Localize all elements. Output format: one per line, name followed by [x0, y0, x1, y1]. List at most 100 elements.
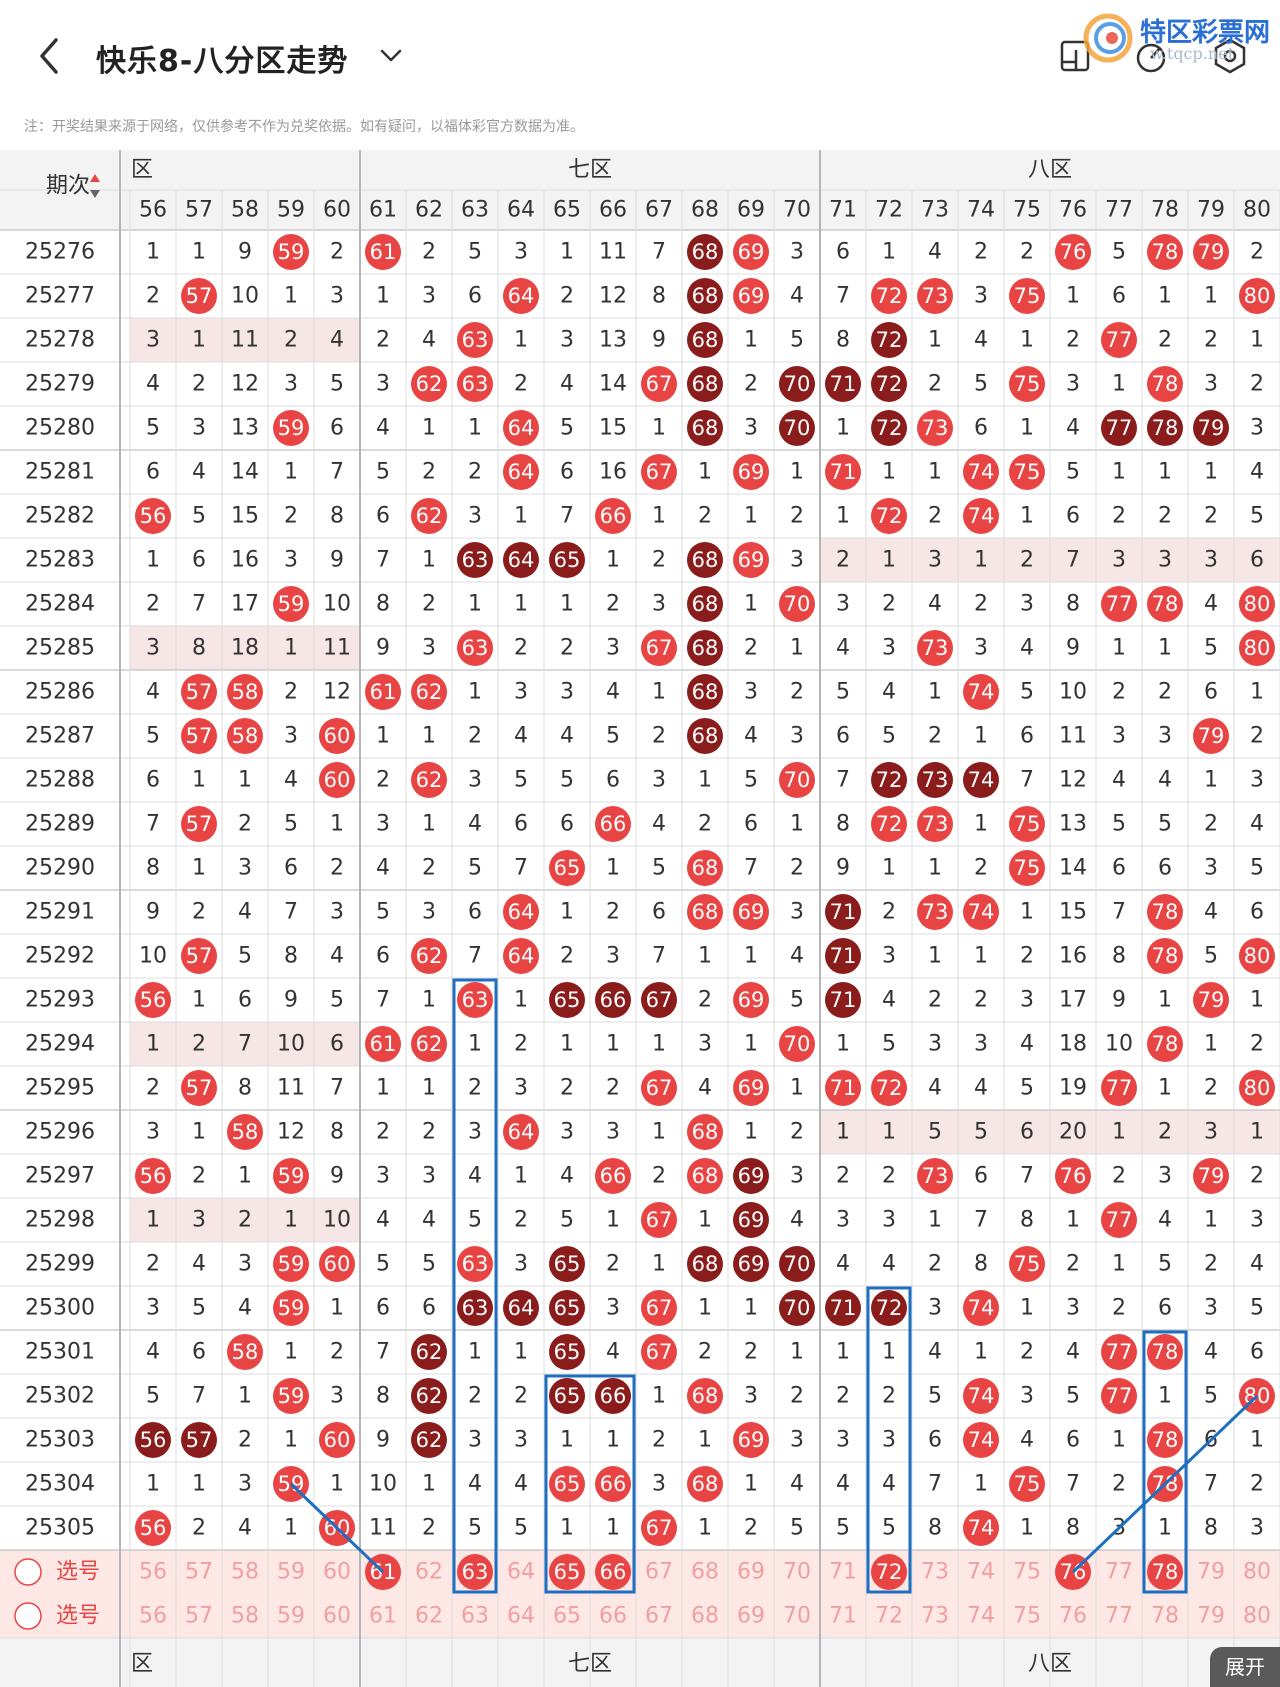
miss-count: 3	[606, 1296, 620, 1321]
miss-count: 2	[790, 680, 804, 705]
miss-count: 1	[698, 1428, 712, 1453]
number-ball	[1147, 1026, 1183, 1062]
number-ball	[1009, 454, 1045, 490]
select-radio[interactable]	[14, 1558, 42, 1586]
miss-count: 3	[974, 1032, 988, 1057]
number-ball	[273, 586, 309, 622]
miss-count: 3	[146, 1120, 160, 1145]
ball-number: 80	[1244, 284, 1271, 308]
miss-count: 6	[330, 416, 344, 441]
number-ball	[687, 366, 723, 402]
select-radio[interactable]	[14, 1602, 42, 1630]
number-ball	[779, 1290, 815, 1326]
period-cell: 25281	[25, 460, 95, 485]
number-ball	[1239, 1070, 1275, 1106]
select-number: 67	[645, 1560, 673, 1585]
settings-icon[interactable]	[1210, 36, 1250, 76]
shaded-cell	[1234, 1110, 1280, 1154]
miss-count: 1	[192, 1120, 206, 1145]
miss-count: 4	[1250, 460, 1264, 485]
shaded-cell	[222, 1198, 268, 1242]
miss-count: 2	[698, 812, 712, 837]
filter-icon[interactable]	[1131, 36, 1171, 76]
miss-count: 1	[1066, 1208, 1080, 1233]
miss-count: 3	[422, 284, 436, 309]
selected-ball[interactable]	[595, 1554, 631, 1590]
number-ball	[1101, 322, 1137, 358]
number-ball	[963, 894, 999, 930]
shaded-cell	[314, 1022, 360, 1066]
ball-number: 75	[1014, 372, 1041, 396]
miss-count: 4	[1204, 900, 1218, 925]
layout-icon[interactable]	[1056, 36, 1096, 76]
select-number: 66	[599, 1604, 627, 1629]
miss-count: 1	[560, 900, 574, 925]
selected-ball[interactable]	[871, 1554, 907, 1590]
number-ball	[825, 982, 861, 1018]
sort-icon[interactable]	[90, 174, 100, 182]
miss-count: 5	[836, 680, 850, 705]
select-number: 60	[323, 1560, 351, 1585]
miss-count: 2	[1250, 372, 1264, 397]
ball-number: 65	[554, 988, 581, 1012]
number-ball	[641, 1070, 677, 1106]
select-number: 75	[1013, 1560, 1041, 1585]
miss-count: 3	[836, 1428, 850, 1453]
miss-count: 1	[514, 328, 528, 353]
selected-ball[interactable]	[457, 1554, 493, 1590]
number-ball	[733, 454, 769, 490]
ball-number: 76	[1060, 1164, 1087, 1188]
miss-count: 3	[1020, 1384, 1034, 1409]
miss-count: 3	[422, 1164, 436, 1189]
miss-count: 2	[514, 636, 528, 661]
miss-count: 2	[1020, 944, 1034, 969]
number-ball	[1193, 982, 1229, 1018]
column-number-header: 76	[1059, 198, 1087, 223]
zone-label: 七区	[568, 158, 612, 183]
miss-count: 5	[652, 856, 666, 881]
ball-number: 68	[692, 240, 719, 264]
select-number: 63	[461, 1604, 489, 1629]
number-ball	[411, 1334, 447, 1370]
chevron-down-icon[interactable]	[378, 44, 404, 66]
selected-ball[interactable]	[549, 1554, 585, 1590]
sort-icon[interactable]	[90, 190, 100, 198]
miss-count: 1	[1250, 680, 1264, 705]
miss-count: 3	[146, 1296, 160, 1321]
miss-count: 6	[560, 812, 574, 837]
miss-count: 1	[422, 1076, 436, 1101]
miss-count: 1	[330, 812, 344, 837]
ball-number: 72	[876, 1296, 903, 1320]
miss-count: 2	[882, 1164, 896, 1189]
shaded-cell	[176, 1198, 222, 1242]
expand-button[interactable]: 展开	[1210, 1647, 1280, 1687]
number-ball	[1147, 234, 1183, 270]
number-ball	[503, 938, 539, 974]
miss-count: 5	[1250, 1296, 1264, 1321]
selected-number: 66	[600, 1560, 627, 1584]
miss-count: 3	[1020, 988, 1034, 1013]
miss-count: 8	[284, 944, 298, 969]
ball-number: 60	[324, 1428, 351, 1452]
miss-count: 3	[1250, 1208, 1264, 1233]
miss-count: 16	[1059, 944, 1087, 969]
miss-count: 6	[606, 768, 620, 793]
back-arrow-icon[interactable]	[30, 34, 70, 78]
selected-ball[interactable]	[1147, 1554, 1183, 1590]
shaded-cell	[130, 318, 176, 362]
miss-count: 1	[376, 1076, 390, 1101]
miss-count: 3	[974, 636, 988, 661]
ball-number: 70	[784, 416, 811, 440]
trend-line	[289, 1482, 385, 1574]
ball-number: 80	[1244, 592, 1271, 616]
ball-number: 61	[370, 240, 397, 264]
miss-count: 6	[468, 900, 482, 925]
miss-count: 16	[231, 548, 259, 573]
miss-count: 1	[192, 856, 206, 881]
miss-count: 3	[1204, 856, 1218, 881]
number-ball	[181, 1070, 217, 1106]
miss-count: 18	[1059, 1032, 1087, 1057]
miss-count: 10	[231, 284, 259, 309]
ball-number: 74	[968, 1516, 995, 1540]
ball-number: 57	[186, 1428, 213, 1452]
